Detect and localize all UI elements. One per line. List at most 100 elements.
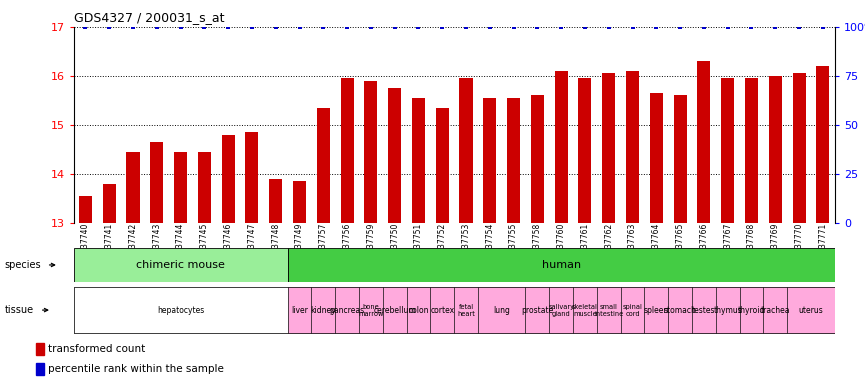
- Text: kidney: kidney: [311, 306, 336, 314]
- Bar: [526, 287, 549, 333]
- Bar: [287, 287, 311, 333]
- Text: stomach: stomach: [663, 306, 696, 314]
- Text: trachea: trachea: [760, 306, 790, 314]
- Point: [530, 24, 544, 30]
- Bar: [388, 88, 401, 223]
- Bar: [436, 108, 449, 223]
- Text: cerebellum: cerebellum: [374, 306, 416, 314]
- Text: GSM837761: GSM837761: [580, 223, 589, 269]
- Text: transformed count: transformed count: [48, 344, 145, 354]
- Bar: [484, 98, 497, 223]
- Bar: [246, 132, 259, 223]
- Bar: [764, 287, 787, 333]
- Point: [340, 24, 354, 30]
- Bar: [74, 248, 287, 281]
- Text: spinal
cord: spinal cord: [623, 304, 643, 316]
- Text: percentile rank within the sample: percentile rank within the sample: [48, 364, 224, 374]
- Bar: [674, 96, 687, 223]
- Text: GSM837742: GSM837742: [129, 223, 138, 269]
- Text: GSM837747: GSM837747: [247, 223, 256, 269]
- Text: GSM837769: GSM837769: [771, 223, 779, 269]
- Bar: [35, 343, 44, 355]
- Text: GSM837765: GSM837765: [676, 223, 684, 269]
- Bar: [626, 71, 639, 223]
- Point: [388, 24, 401, 30]
- Point: [150, 24, 163, 30]
- Text: uterus: uterus: [798, 306, 823, 314]
- Bar: [454, 287, 478, 333]
- Text: GSM837754: GSM837754: [485, 223, 494, 269]
- Text: GSM837762: GSM837762: [605, 223, 613, 269]
- Point: [126, 24, 140, 30]
- Bar: [597, 287, 621, 333]
- Text: spleen: spleen: [644, 306, 669, 314]
- Text: GSM837758: GSM837758: [533, 223, 541, 269]
- Text: GSM837763: GSM837763: [628, 223, 637, 269]
- Text: GSM837743: GSM837743: [152, 223, 161, 269]
- Bar: [792, 73, 805, 223]
- Bar: [35, 363, 44, 375]
- Bar: [126, 152, 139, 223]
- Point: [483, 24, 497, 30]
- Bar: [478, 287, 526, 333]
- Bar: [692, 287, 716, 333]
- Text: human: human: [541, 260, 580, 270]
- Point: [768, 24, 782, 30]
- Text: GSM837768: GSM837768: [747, 223, 756, 269]
- Bar: [341, 78, 354, 223]
- Text: GSM837756: GSM837756: [343, 223, 351, 269]
- Text: bone
marrow: bone marrow: [358, 304, 383, 316]
- Text: GSM837755: GSM837755: [509, 223, 518, 269]
- Text: GSM837741: GSM837741: [105, 223, 113, 269]
- Bar: [336, 287, 359, 333]
- Point: [412, 24, 426, 30]
- Point: [221, 24, 235, 30]
- Bar: [359, 287, 383, 333]
- Bar: [103, 184, 116, 223]
- Text: prostate: prostate: [522, 306, 554, 314]
- Bar: [79, 196, 92, 223]
- Bar: [459, 78, 472, 223]
- Bar: [287, 248, 835, 281]
- Point: [435, 24, 449, 30]
- Text: GSM837751: GSM837751: [414, 223, 423, 269]
- Text: GSM837771: GSM837771: [818, 223, 827, 269]
- Point: [673, 24, 687, 30]
- Text: liver: liver: [291, 306, 308, 314]
- Text: GSM837746: GSM837746: [224, 223, 233, 269]
- Text: GSM837752: GSM837752: [438, 223, 446, 269]
- Point: [197, 24, 211, 30]
- Bar: [740, 287, 764, 333]
- Point: [79, 24, 93, 30]
- Bar: [412, 98, 425, 223]
- Text: chimeric mouse: chimeric mouse: [136, 260, 225, 270]
- Bar: [817, 66, 830, 223]
- Text: testes: testes: [692, 306, 715, 314]
- Text: thymus: thymus: [714, 306, 742, 314]
- Bar: [293, 181, 306, 223]
- Bar: [716, 287, 740, 333]
- Text: GSM837740: GSM837740: [81, 223, 90, 269]
- Text: GSM837767: GSM837767: [723, 223, 732, 269]
- Bar: [311, 287, 336, 333]
- Bar: [431, 287, 454, 333]
- Point: [602, 24, 616, 30]
- Text: GSM837748: GSM837748: [272, 223, 280, 269]
- Bar: [669, 287, 692, 333]
- Text: GSM837753: GSM837753: [462, 223, 471, 269]
- Bar: [317, 108, 330, 223]
- Point: [459, 24, 473, 30]
- Bar: [769, 76, 782, 223]
- Bar: [554, 71, 567, 223]
- Bar: [531, 96, 544, 223]
- Text: tissue: tissue: [4, 305, 34, 315]
- Text: GSM837745: GSM837745: [200, 223, 208, 269]
- Bar: [549, 287, 573, 333]
- Bar: [721, 78, 734, 223]
- Point: [816, 24, 830, 30]
- Text: GSM837750: GSM837750: [390, 223, 399, 269]
- Point: [625, 24, 639, 30]
- Text: GSM837770: GSM837770: [795, 223, 804, 269]
- Bar: [407, 287, 431, 333]
- Bar: [507, 98, 520, 223]
